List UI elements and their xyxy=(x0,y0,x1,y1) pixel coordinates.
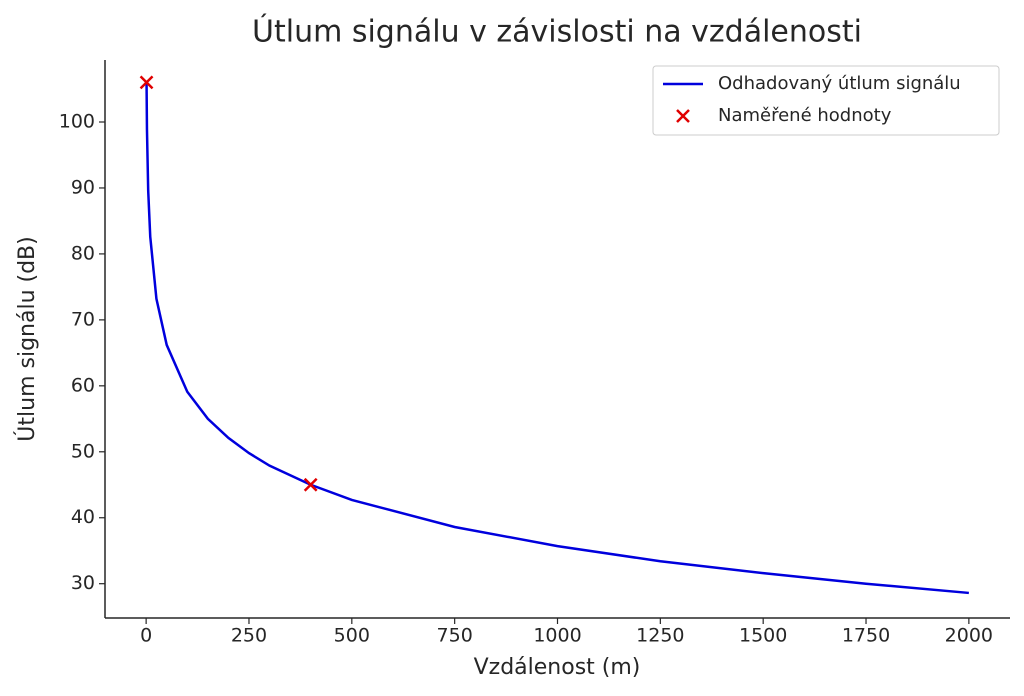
y-tick-label: 50 xyxy=(71,440,95,462)
marker xyxy=(303,477,318,492)
legend-swatch xyxy=(676,109,690,123)
x-tick-label: 750 xyxy=(437,625,473,647)
y-tick-label: 80 xyxy=(71,242,95,264)
x-tick-label: 2000 xyxy=(945,625,993,647)
x-tick-label: 0 xyxy=(140,625,152,647)
legend-label: Naměřené hodnoty xyxy=(718,105,892,126)
y-tick-label: 30 xyxy=(71,572,95,594)
x-tick-label: 1000 xyxy=(533,625,581,647)
legend-label: Odhadovaný útlum signálu xyxy=(718,73,961,94)
chart-title: Útlum signálu v závislosti na vzdálenost… xyxy=(252,13,862,50)
x-tick-label: 1750 xyxy=(842,625,890,647)
line xyxy=(145,82,969,595)
legend-box xyxy=(652,65,1000,136)
y-tick-label: 40 xyxy=(71,506,95,528)
x-tick-label: 250 xyxy=(231,625,267,647)
x-tick-label: 1250 xyxy=(636,625,684,647)
y-tick-label: 90 xyxy=(71,176,95,198)
y-tick-label: 60 xyxy=(71,374,95,396)
y-tick-label: 100 xyxy=(59,111,95,133)
x-axis-label: Vzdálenost (m) xyxy=(474,655,641,680)
y-axis-label: Útlum signálu (dB) xyxy=(14,236,40,441)
y-tick-label: 70 xyxy=(71,308,95,330)
x-tick-label: 1500 xyxy=(739,625,787,647)
marker xyxy=(139,75,154,90)
x-tick-label: 500 xyxy=(334,625,370,647)
